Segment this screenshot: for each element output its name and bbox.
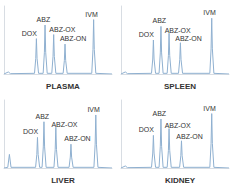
svg-text:ABZ-ON: ABZ-ON (175, 35, 201, 42)
svg-text:IVM: IVM (87, 106, 100, 113)
svg-text:IVM: IVM (203, 105, 216, 112)
svg-text:PLASMA: PLASMA (46, 82, 80, 91)
svg-text:ABZ-ON: ABZ-ON (176, 133, 202, 140)
svg-text:ABZ-OX: ABZ-OX (49, 26, 75, 33)
svg-text:ABZ: ABZ (153, 17, 167, 24)
svg-text:DOX: DOX (23, 128, 39, 135)
svg-text:IVM: IVM (85, 11, 98, 18)
svg-text:ABZ-OX: ABZ-OX (165, 122, 191, 129)
svg-text:IVM: IVM (203, 9, 216, 16)
svg-text:ABZ-OX: ABZ-OX (165, 27, 191, 34)
svg-text:DOX: DOX (22, 30, 37, 37)
svg-text:ABZ: ABZ (37, 16, 51, 23)
svg-text:ABZ: ABZ (153, 110, 167, 117)
svg-text:ABZ-ON: ABZ-ON (64, 135, 90, 142)
svg-text:DOX: DOX (139, 126, 155, 133)
svg-text:DOX: DOX (139, 31, 155, 38)
svg-text:ABZ-ON: ABZ-ON (60, 35, 86, 42)
svg-text:KIDNEY: KIDNEY (165, 176, 196, 185)
svg-text:SPLEEN: SPLEEN (164, 82, 196, 91)
svg-text:LIVER: LIVER (51, 176, 75, 185)
svg-text:ABZ: ABZ (36, 113, 50, 120)
svg-text:ABZ-OX: ABZ-OX (51, 121, 77, 128)
